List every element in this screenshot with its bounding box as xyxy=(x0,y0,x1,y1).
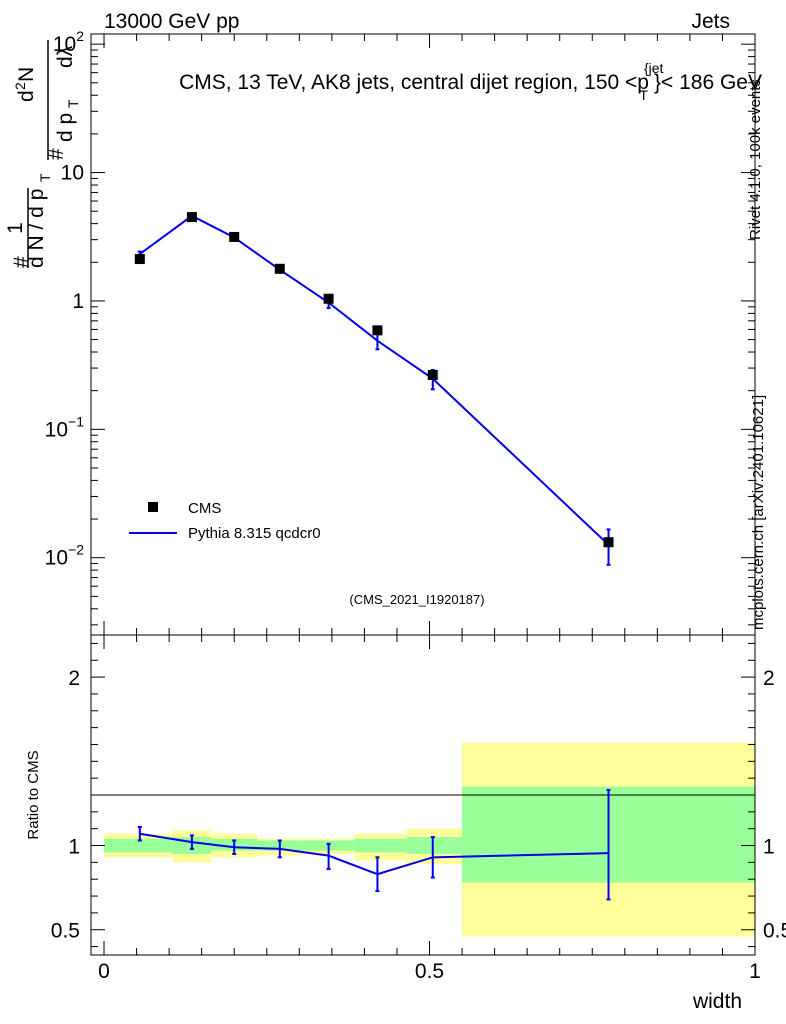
plot-title-sub: T xyxy=(639,87,648,103)
plot-title-sup: {jet xyxy=(644,60,664,76)
main-series-markers xyxy=(134,212,614,548)
header-left: 13000 GeV pp xyxy=(104,10,239,33)
ratio-y-tick-label: 2 xyxy=(68,667,80,690)
cms-data-point xyxy=(372,325,383,336)
ylabel-hash-2: # xyxy=(45,148,68,160)
main-y-tick-label: 10−1 xyxy=(45,413,85,441)
ylabel-d2n-n: N xyxy=(15,67,38,82)
ylabel-d2n: d xyxy=(15,90,38,102)
ratio-line xyxy=(139,832,609,876)
analysis-watermark: (CMS_2021_I1920187) xyxy=(349,592,484,607)
ylabel-dn-dpt: d N / d p xyxy=(25,189,48,268)
legend: CMS Pythia 8.315 qcdcr0 xyxy=(129,500,321,542)
ylabel-sub-t2: T xyxy=(65,99,81,108)
ratio-band-inner xyxy=(406,837,463,854)
ratio-panel: 0.50.51122 00.51 Ratio to CMS width xyxy=(25,634,786,1013)
cms-data-point xyxy=(323,293,334,304)
cms-data-point xyxy=(427,369,438,380)
main-y-tick-label: 1 xyxy=(72,290,84,313)
x-tick-label: 0 xyxy=(98,960,110,983)
mcplots-label: mcplots.cern.ch [arXiv:2401.10621] xyxy=(750,395,767,630)
ratio-y-axis-label: Ratio to CMS xyxy=(25,750,42,839)
legend-label-cms: CMS xyxy=(188,500,221,517)
x-tick-label: 1 xyxy=(749,960,761,983)
legend-marker-cms xyxy=(148,502,158,512)
ylabel-hash-1: # xyxy=(10,256,33,268)
cms-data-point xyxy=(186,212,197,223)
main-y-tick-label: 10 xyxy=(61,162,84,185)
main-frame xyxy=(90,33,756,636)
pythia-line xyxy=(139,214,610,546)
main-y-tick-exponent: −2 xyxy=(68,542,84,558)
x-tick-labels: 0 0.5 1 xyxy=(98,960,761,983)
ylabel-dpt-dl: d p xyxy=(54,113,77,142)
main-ticks xyxy=(91,34,756,635)
ratio-uncertainty-bands xyxy=(104,742,755,937)
main-y-tick-label: 102 xyxy=(53,28,84,56)
main-y-tick-base: 10 xyxy=(45,547,68,570)
x-tick-label: 0.5 xyxy=(415,960,444,983)
cms-data-point xyxy=(603,537,614,548)
ratio-y-tick-label-right: 0.5 xyxy=(763,920,786,943)
ratio-frame xyxy=(90,634,756,956)
plot-title-suffix: }< 186 GeV xyxy=(654,71,762,94)
ratio-band-inner xyxy=(354,838,407,853)
cms-data-point xyxy=(134,254,145,265)
ratio-y-tick-label: 0.5 xyxy=(51,920,80,943)
main-y-tick-label: 10−2 xyxy=(45,542,85,570)
ylabel-d2n-sup: 2 xyxy=(12,82,28,90)
main-y-axis-label: # 1 d N / d p T # d 2 N d p T dλ xyxy=(4,40,81,268)
header-right: Jets xyxy=(691,10,730,33)
main-y-tick-base: 10 xyxy=(45,418,68,441)
main-y-tick-exponent: −1 xyxy=(68,413,84,429)
ratio-y-tick-label-right: 2 xyxy=(763,667,775,690)
cms-data-point xyxy=(229,231,240,242)
ratio-y-tick-labels: 0.5 0.5 1 1 2 2 xyxy=(51,667,786,943)
ylabel-dlambda: dλ xyxy=(54,45,77,68)
rivet-version-label: Rivet 4.1.0, 100k events xyxy=(747,79,764,240)
main-y-tick-base: 10 xyxy=(53,33,76,56)
ratio-band-inner xyxy=(104,838,173,853)
ylabel-sub-t1: T xyxy=(37,173,53,182)
main-y-tick-exponent: 2 xyxy=(76,28,84,44)
ratio-y-tick-label: 1 xyxy=(68,836,80,859)
x-axis-label: width xyxy=(692,990,742,1013)
ylabel-one: 1 xyxy=(4,222,27,234)
ratio-series xyxy=(137,788,611,901)
ratio-y-tick-label-right: 1 xyxy=(763,836,775,859)
cms-data-point xyxy=(274,263,285,274)
plot-title: CMS, 13 TeV, AK8 jets, central dijet reg… xyxy=(179,60,762,103)
plot-title-prefix: CMS, 13 TeV, AK8 jets, central dijet reg… xyxy=(179,71,649,94)
ratio-ticks xyxy=(91,635,756,955)
legend-label-pythia: Pythia 8.315 qcdcr0 xyxy=(188,525,321,542)
